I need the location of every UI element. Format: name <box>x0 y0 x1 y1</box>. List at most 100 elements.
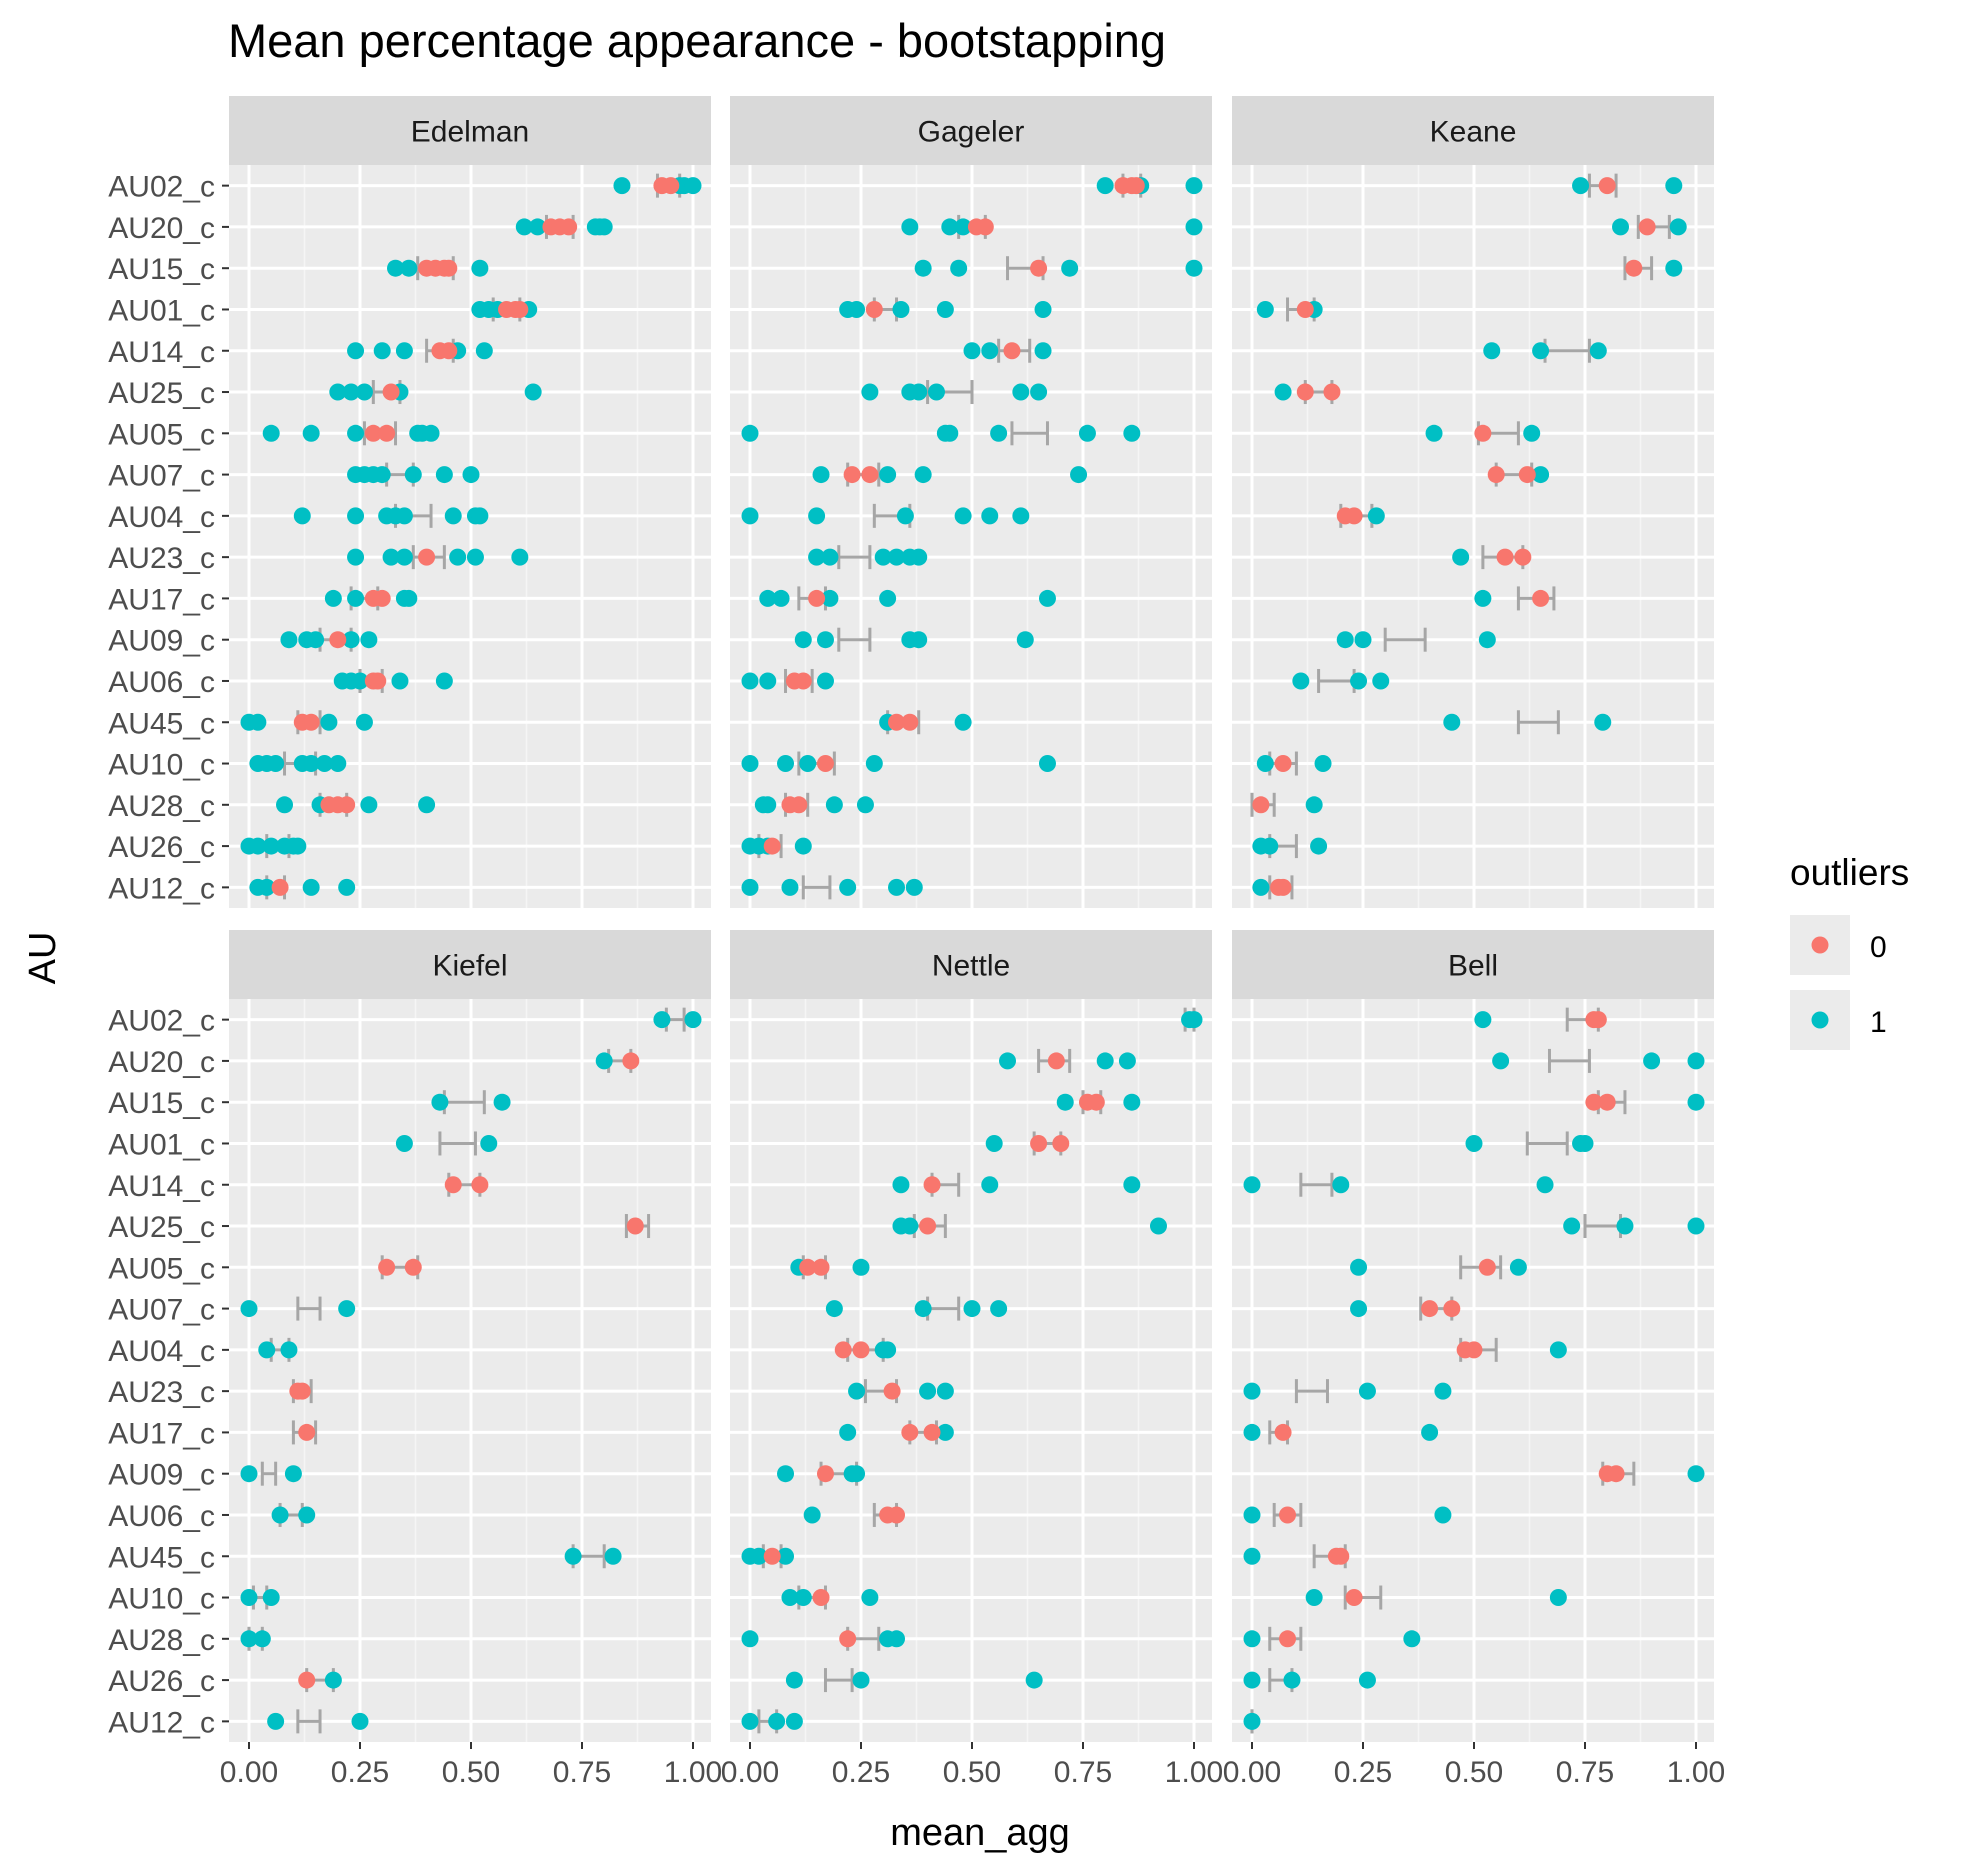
point-outlier-1 <box>249 837 267 855</box>
point-outlier-1 <box>1243 1547 1261 1565</box>
point-outlier-1 <box>347 507 365 525</box>
point-outlier-1 <box>777 755 795 773</box>
point-outlier-1 <box>351 1712 369 1730</box>
point-outlier-1 <box>892 300 910 318</box>
point-outlier-1 <box>901 1217 919 1235</box>
point-outlier-1 <box>888 1630 906 1648</box>
point-outlier-1 <box>280 631 298 649</box>
y-tick-label: AU25_c <box>108 377 215 410</box>
point-outlier-1 <box>387 259 405 277</box>
point-outlier-1 <box>1034 300 1052 318</box>
point-outlier-1 <box>258 1341 276 1359</box>
point-outlier-1 <box>781 878 799 896</box>
point-outlier-1 <box>985 1134 1003 1152</box>
chart-title: Mean percentage appearance - bootstappin… <box>228 14 1166 67</box>
point-outlier-1 <box>280 1341 298 1359</box>
point-outlier-0 <box>976 218 994 236</box>
point-outlier-1 <box>981 342 999 360</box>
point-outlier-1 <box>821 548 839 566</box>
point-outlier-1 <box>808 507 826 525</box>
facet-strip <box>229 930 711 999</box>
point-outlier-1 <box>1012 383 1030 401</box>
point-outlier-1 <box>772 589 790 607</box>
point-outlier-1 <box>1549 1589 1567 1607</box>
point-outlier-1 <box>936 300 954 318</box>
point-outlier-1 <box>1123 1176 1141 1194</box>
point-outlier-1 <box>848 1382 866 1400</box>
point-outlier-1 <box>347 548 365 566</box>
point-outlier-0 <box>901 1423 919 1441</box>
x-tick-label: 1.00 <box>1165 1756 1223 1789</box>
point-outlier-0 <box>1296 383 1314 401</box>
point-outlier-1 <box>355 713 373 731</box>
point-outlier-1 <box>999 1052 1017 1070</box>
point-outlier-0 <box>560 218 578 236</box>
point-outlier-1 <box>1012 507 1030 525</box>
point-outlier-1 <box>794 1589 812 1607</box>
point-outlier-0 <box>1518 466 1536 484</box>
point-outlier-1 <box>1243 1176 1261 1194</box>
point-outlier-1 <box>1350 672 1368 690</box>
point-outlier-1 <box>1243 1671 1261 1689</box>
point-outlier-1 <box>1016 631 1034 649</box>
x-tick-label: 0.75 <box>1054 1756 1112 1789</box>
point-outlier-1 <box>759 796 777 814</box>
point-outlier-0 <box>440 259 458 277</box>
point-outlier-1 <box>1492 1052 1510 1070</box>
point-outlier-1 <box>422 424 440 442</box>
point-outlier-1 <box>936 1423 954 1441</box>
point-outlier-0 <box>1003 342 1021 360</box>
point-outlier-1 <box>240 1630 258 1648</box>
point-outlier-0 <box>883 1382 901 1400</box>
x-tick-label: 0.50 <box>943 1756 1001 1789</box>
point-outlier-0 <box>1598 177 1616 195</box>
x-tick-label: 0.25 <box>1334 1756 1392 1789</box>
point-outlier-1 <box>1061 259 1079 277</box>
point-outlier-1 <box>395 1134 413 1152</box>
point-outlier-0 <box>1625 259 1643 277</box>
y-tick-label: AU28_c <box>108 1624 215 1657</box>
point-outlier-1 <box>981 507 999 525</box>
point-outlier-1 <box>613 177 631 195</box>
point-outlier-0 <box>1496 548 1514 566</box>
y-tick-label: AU23_c <box>108 1376 215 1409</box>
point-outlier-0 <box>1598 1093 1616 1111</box>
point-outlier-1 <box>888 878 906 896</box>
point-outlier-1 <box>240 1589 258 1607</box>
point-outlier-1 <box>816 631 834 649</box>
point-outlier-0 <box>373 589 391 607</box>
y-tick-label: AU12_c <box>108 1706 215 1739</box>
facet-strip <box>1232 930 1714 999</box>
point-outlier-0 <box>861 466 879 484</box>
point-outlier-0 <box>1465 1341 1483 1359</box>
point-outlier-1 <box>302 755 320 773</box>
point-outlier-1 <box>511 548 529 566</box>
point-outlier-0 <box>763 837 781 855</box>
y-tick-label: AU05_c <box>108 418 215 451</box>
point-outlier-1 <box>262 837 280 855</box>
point-outlier-0 <box>1030 1134 1048 1152</box>
point-outlier-1 <box>1483 342 1501 360</box>
point-outlier-1 <box>874 548 892 566</box>
point-outlier-0 <box>293 1382 311 1400</box>
error-bar <box>1383 627 1427 652</box>
point-outlier-1 <box>444 507 462 525</box>
x-tick-label: 0.25 <box>832 1756 890 1789</box>
point-outlier-1 <box>1078 424 1096 442</box>
point-outlier-1 <box>741 672 759 690</box>
point-outlier-1 <box>1425 424 1443 442</box>
point-outlier-1 <box>315 755 333 773</box>
point-outlier-1 <box>954 713 972 731</box>
point-outlier-0 <box>834 1341 852 1359</box>
point-outlier-1 <box>307 631 325 649</box>
point-outlier-1 <box>785 1671 803 1689</box>
point-outlier-1 <box>342 383 360 401</box>
point-outlier-1 <box>799 755 817 773</box>
error-bar <box>1294 1379 1329 1404</box>
x-tick-label: 1.00 <box>1667 1756 1725 1789</box>
point-outlier-1 <box>1030 383 1048 401</box>
error-bar <box>801 875 832 900</box>
point-outlier-1 <box>1474 589 1492 607</box>
point-outlier-1 <box>267 755 285 773</box>
point-outlier-1 <box>1123 424 1141 442</box>
